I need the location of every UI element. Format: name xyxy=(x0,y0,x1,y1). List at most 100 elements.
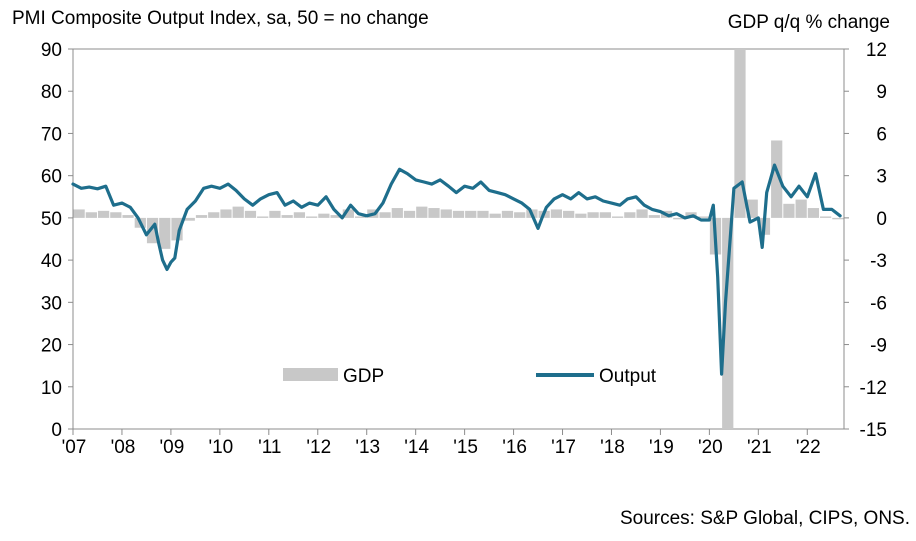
x-tick-label: '22 xyxy=(796,437,821,458)
gdp-bar xyxy=(440,209,452,218)
gdp-bar xyxy=(85,212,97,218)
gdp-bar xyxy=(428,208,440,218)
x-tick-label: '21 xyxy=(747,437,772,458)
gdp-bar xyxy=(673,217,685,220)
gdp-bar xyxy=(354,216,367,218)
gdp-bar xyxy=(171,217,183,241)
gdp-bar xyxy=(122,215,134,218)
x-tick-label: '14 xyxy=(404,437,429,458)
x-tick-label: '18 xyxy=(600,437,625,458)
gdp-bar xyxy=(232,206,244,218)
gdp-bar xyxy=(514,212,526,218)
right-tick-label: -3 xyxy=(870,251,887,272)
plot-area-frame xyxy=(72,48,845,430)
gdp-bar xyxy=(330,215,342,218)
gdp-bar xyxy=(563,210,575,218)
right-tick-label: 9 xyxy=(876,82,887,103)
x-tick-label: '16 xyxy=(502,437,527,458)
gdp-bar xyxy=(722,217,734,429)
left-axis-ticks: 0 10 20 30 40 50 60 70 80 90 xyxy=(41,40,73,441)
gdp-bar xyxy=(379,212,391,218)
gdp-bar xyxy=(452,210,465,218)
right-tick-label: 12 xyxy=(866,40,887,61)
legend-output-label: Output xyxy=(599,366,657,387)
x-tick-label: '20 xyxy=(698,437,723,458)
gdp-bar xyxy=(73,209,85,218)
left-axis-title: PMI Composite Output Index, sa, 50 = no … xyxy=(12,8,429,29)
gdp-bar xyxy=(697,216,709,218)
gdp-bar xyxy=(648,215,660,218)
x-tick-label: '07 xyxy=(62,437,87,458)
left-tick-label: 80 xyxy=(41,82,62,103)
gdp-bar xyxy=(575,213,587,218)
left-tick-label: 50 xyxy=(41,209,62,230)
gdp-bar xyxy=(403,210,416,218)
right-tick-label: 0 xyxy=(876,209,887,230)
gdp-bar xyxy=(599,212,611,218)
x-tick-label: '11 xyxy=(258,437,281,458)
x-tick-label: '10 xyxy=(208,437,233,458)
gdp-bar xyxy=(636,209,648,218)
gdp-bar xyxy=(195,215,208,218)
left-tick-label: 90 xyxy=(41,40,62,61)
left-tick-label: 40 xyxy=(41,251,62,272)
gdp-bar xyxy=(465,210,477,218)
gdp-bar xyxy=(306,216,318,218)
gdp-bar xyxy=(624,212,636,218)
gdp-bar xyxy=(257,216,269,218)
right-tick-label: -12 xyxy=(860,378,887,399)
gdp-bar xyxy=(110,212,122,218)
gdp-bar xyxy=(269,210,281,218)
gdp-bar xyxy=(244,210,257,218)
right-axis-ticks: -15 -12 -9 -6 -3 0 3 6 9 12 xyxy=(844,40,887,441)
gdp-bar xyxy=(807,208,820,218)
gdp-bar xyxy=(146,217,159,244)
right-tick-label: -6 xyxy=(870,293,887,314)
gdp-bar xyxy=(587,212,599,218)
gdp-bar xyxy=(97,210,110,218)
gdp-bar xyxy=(611,216,624,218)
x-axis-ticks: '07 '08 '09 '10 '11 '12 '13 '14 '15 '16 '17 '18 '19 '… xyxy=(62,429,821,458)
legend-gdp-swatch xyxy=(283,368,338,381)
gdp-bar xyxy=(771,140,783,218)
gdp-bar xyxy=(220,209,232,218)
gdp-bar xyxy=(208,212,220,218)
left-tick-label: 30 xyxy=(41,293,62,314)
gdp-bar xyxy=(391,208,403,218)
left-tick-label: 0 xyxy=(51,420,62,441)
left-tick-label: 60 xyxy=(41,167,62,188)
left-tick-label: 70 xyxy=(41,124,62,145)
gdp-bar xyxy=(318,213,330,218)
gdp-bar xyxy=(734,49,746,218)
gdp-bars xyxy=(73,49,844,429)
x-tick-label: '17 xyxy=(551,437,576,458)
gdp-bar xyxy=(416,206,428,218)
right-tick-label: 3 xyxy=(876,167,887,188)
legend: GDP Output xyxy=(283,366,657,387)
gdp-bar xyxy=(159,217,171,249)
left-tick-label: 10 xyxy=(41,378,62,399)
x-tick-label: '12 xyxy=(306,437,331,458)
x-tick-label: '19 xyxy=(649,437,674,458)
gdp-bar xyxy=(342,209,354,218)
gdp-bar xyxy=(832,217,844,220)
gdp-bar xyxy=(489,213,501,218)
gdp-bar xyxy=(550,209,563,218)
right-axis-title: GDP q/q % change xyxy=(727,12,890,33)
left-tick-label: 20 xyxy=(41,336,62,357)
right-tick-label: 6 xyxy=(876,124,887,145)
gdp-bar xyxy=(795,199,807,218)
x-tick-label: '09 xyxy=(160,437,185,458)
x-tick-label: '13 xyxy=(355,437,380,458)
gdp-bar xyxy=(783,203,795,218)
source-note: Sources: S&P Global, CIPS, ONS. xyxy=(619,508,910,529)
output-line xyxy=(71,163,842,376)
gdp-bar xyxy=(820,216,832,218)
gdp-bar xyxy=(746,199,758,218)
gdp-bar xyxy=(501,210,514,218)
output-line-layer xyxy=(71,163,842,376)
right-tick-label: -15 xyxy=(860,420,887,441)
gdp-bar xyxy=(183,217,195,221)
gdp-bar xyxy=(293,212,306,218)
